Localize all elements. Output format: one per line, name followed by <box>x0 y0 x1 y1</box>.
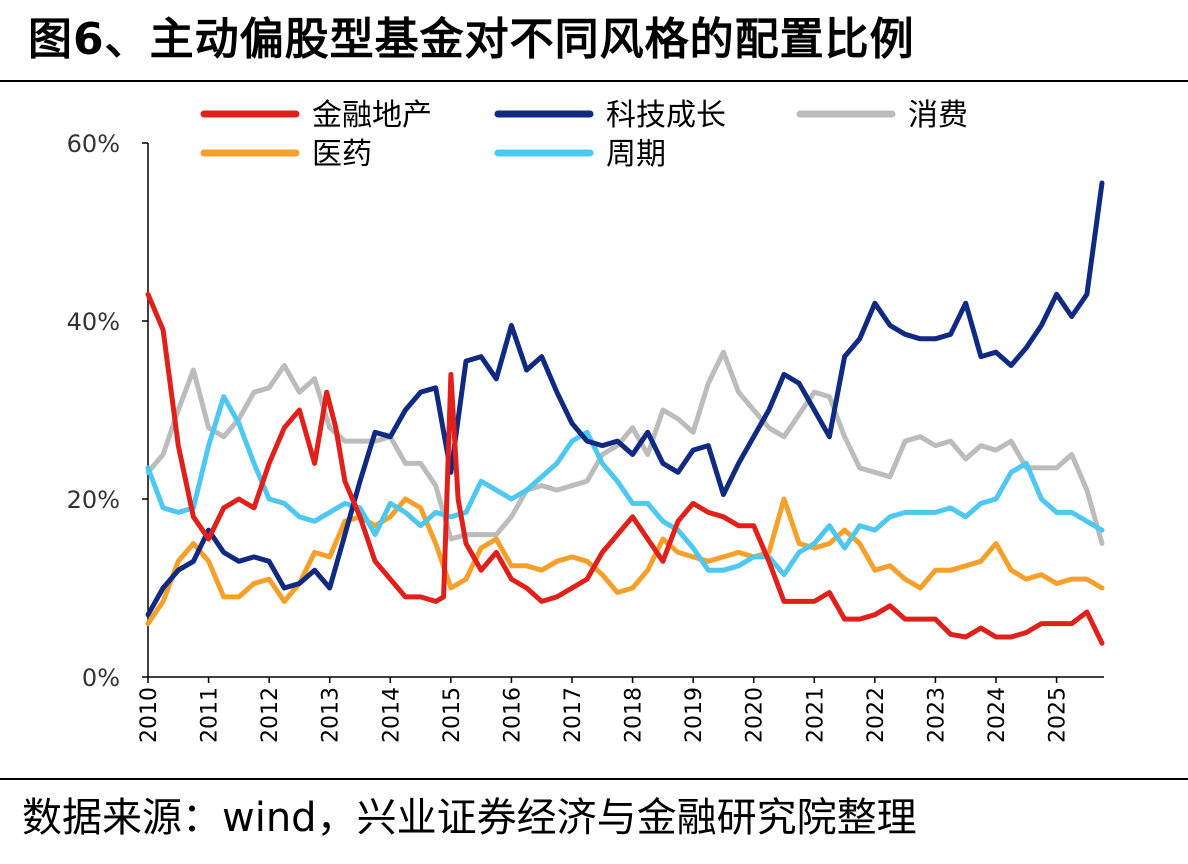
y-tick-label: 60% <box>67 130 120 158</box>
legend-label-周期: 周期 <box>606 137 666 172</box>
series-line-科技成长 <box>145 180 1105 618</box>
chart-title: 图6、主动偏股型基金对不同风格的配置比例 <box>28 14 915 65</box>
x-tick-label: 2024 <box>985 687 1010 743</box>
y-axis-ticks: 0% 20% 40% 60% <box>67 130 148 692</box>
x-tick-label: 2012 <box>258 687 283 743</box>
y-tick-label: 0% <box>82 664 120 692</box>
x-tick-label: 2019 <box>682 687 707 743</box>
x-tick-label: 2017 <box>561 687 586 743</box>
x-tick-label: 2023 <box>924 687 949 743</box>
series-lines <box>145 180 1105 646</box>
y-tick-label: 40% <box>67 308 120 336</box>
x-tick-label: 2022 <box>864 687 889 743</box>
x-tick-label: 2014 <box>379 687 404 743</box>
legend-label-消费: 消费 <box>908 98 968 133</box>
series-line-消费 <box>145 349 1105 546</box>
x-tick-label: 2013 <box>319 687 344 743</box>
source-note: 数据来源：wind，兴业证券经济与金融研究院整理 <box>22 795 917 841</box>
legend-label-金融地产: 金融地产 <box>312 98 432 133</box>
x-axis-ticks: 2010 2011 2012 2013 2014 2015 2016 2017 2018 2019… <box>137 677 1071 743</box>
x-tick-label: 2020 <box>743 687 768 743</box>
x-tick-label: 2015 <box>440 687 465 743</box>
x-tick-label: 2021 <box>803 687 828 743</box>
legend-label-科技成长: 科技成长 <box>606 98 726 133</box>
x-tick-label: 2025 <box>1046 687 1071 743</box>
line-chart: 0% 20% 40% 60% 2010 2011 2012 2013 2014 2015 2016… <box>67 98 1105 743</box>
source-divider <box>0 778 1188 780</box>
series-line-金融地产 <box>145 291 1105 646</box>
chart-axes <box>147 143 1104 678</box>
title-divider <box>0 80 1188 82</box>
y-tick-label: 20% <box>67 486 120 514</box>
x-tick-label: 2010 <box>137 687 162 743</box>
x-tick-label: 2016 <box>500 687 525 743</box>
series-line-周期 <box>145 394 1105 578</box>
x-tick-label: 2018 <box>622 687 647 743</box>
x-tick-label: 2011 <box>198 687 223 743</box>
series-line-医药 <box>145 496 1105 627</box>
legend-label-医药: 医药 <box>312 137 372 172</box>
